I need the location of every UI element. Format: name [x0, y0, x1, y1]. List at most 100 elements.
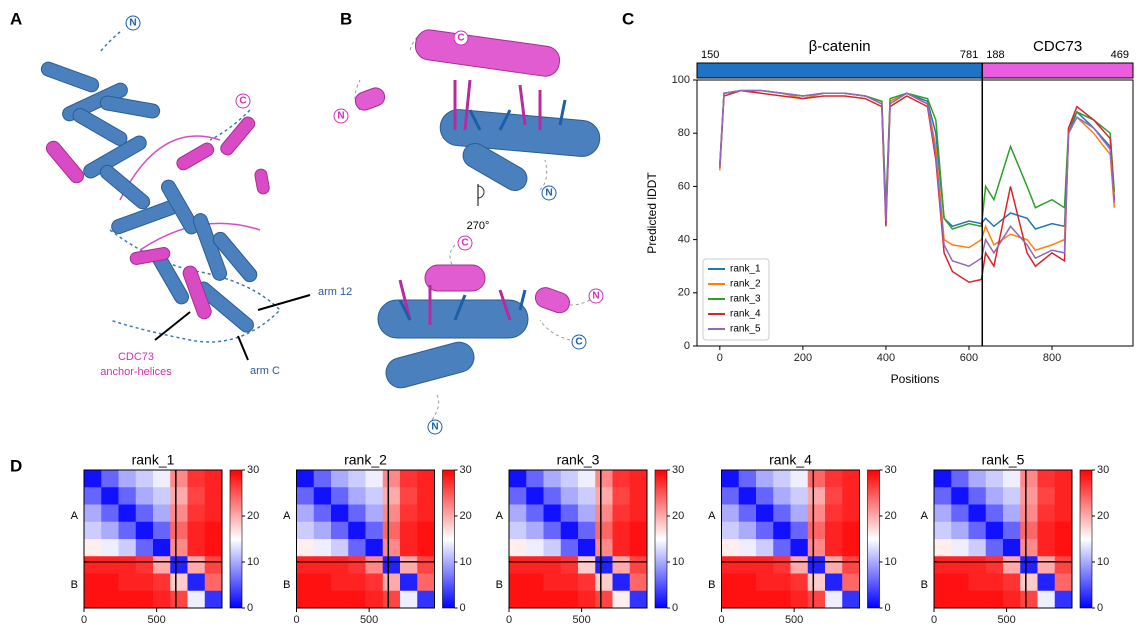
- heatmap-cell: [348, 573, 366, 592]
- heatmap-cell: [118, 573, 137, 592]
- heatmap-cell: [595, 470, 613, 488]
- heatmap-cell: [773, 556, 791, 574]
- heatmap-cell: [296, 590, 315, 609]
- heatmap-cell: [934, 504, 952, 523]
- heatmap-cell: [1020, 504, 1038, 523]
- heatmap-cell: [348, 521, 366, 540]
- heatmap-cell: [934, 470, 952, 488]
- heatmap-cell: [629, 539, 648, 557]
- heatmap-cell: [968, 539, 987, 557]
- panel-label: D: [10, 456, 22, 475]
- colorbar: [867, 469, 880, 609]
- x-tick-label: 600: [960, 352, 978, 364]
- heatmap-cell: [509, 504, 527, 523]
- heatmap-cell: [348, 487, 366, 505]
- row-group-label: B: [71, 579, 78, 591]
- colorbar-tick-label: 30: [460, 464, 472, 476]
- heatmap-cell: [313, 521, 332, 540]
- heatmap-cell: [296, 470, 315, 488]
- colorbar-tick-label: 30: [672, 464, 684, 476]
- heatmap-cell: [1020, 573, 1038, 592]
- heatmap-cell: [170, 590, 188, 609]
- colorbar: [442, 469, 455, 609]
- heatmap-cell: [985, 573, 1004, 592]
- heatmap-cell: [509, 487, 527, 505]
- legend-label: rank_3: [730, 294, 761, 305]
- heatmap-cell: [985, 556, 1004, 574]
- panel-label: C: [622, 9, 634, 28]
- domain-name: β-catenin: [809, 38, 871, 55]
- heatmap-cell: [1054, 504, 1073, 523]
- heatmap-cell: [595, 573, 613, 592]
- heatmap-cell: [721, 521, 740, 540]
- heatmap-cell: [153, 590, 171, 609]
- heatmap-cell: [985, 521, 1004, 540]
- colorbar-tick-label: 0: [885, 602, 891, 614]
- heatmap-frame: [933, 469, 1073, 609]
- heatmap-cell: [526, 573, 544, 592]
- plot-area: [696, 79, 1134, 347]
- x-tick-label: 0: [717, 352, 723, 364]
- heatmap-cell: [543, 590, 562, 609]
- heatmap-cell: [1003, 487, 1021, 505]
- heatmap-cell: [365, 487, 384, 505]
- heatmap-cell: [84, 521, 102, 540]
- heatmap-cell: [934, 573, 952, 592]
- heatmap-cell: [170, 539, 188, 557]
- heatmap-cell: [417, 590, 435, 609]
- heatmap-cell: [825, 556, 843, 574]
- heatmap-cell: [382, 470, 401, 488]
- heatmap-cell: [790, 504, 809, 523]
- x-axis-label: Positions: [891, 372, 940, 386]
- heatmap-cell: [135, 504, 154, 523]
- x-tick-label: 0: [718, 614, 724, 626]
- heatmap-cell: [560, 556, 579, 574]
- heatmap-cell: [934, 521, 952, 540]
- heatmap-cell: [296, 504, 315, 523]
- heatmap-cell: [331, 539, 349, 557]
- heatmap-cell: [985, 487, 1004, 505]
- colorbar-tick-label: 0: [672, 602, 678, 614]
- heatmap-cell: [417, 487, 435, 505]
- heatmap-cell: [1020, 521, 1038, 540]
- heatmap-cell: [756, 590, 774, 609]
- x-tick-label: 200: [794, 352, 812, 364]
- heatmap-cell: [560, 521, 579, 540]
- domain-end: 469: [1111, 49, 1129, 61]
- heatmap-cell: [382, 487, 401, 505]
- heatmap-cell: [313, 539, 332, 557]
- heatmap-cell: [738, 539, 757, 557]
- heatmap-cell: [101, 539, 119, 557]
- heatmap-cell: [526, 521, 544, 540]
- colorbar-tick-label: 20: [460, 510, 472, 522]
- x-tick-label: 500: [147, 614, 165, 626]
- heatmap-cell: [135, 573, 154, 592]
- heatmap-cell: [170, 521, 188, 540]
- terminus-label: N: [431, 422, 438, 433]
- heatmap-cell: [400, 521, 418, 540]
- heatmap-cell: [365, 521, 384, 540]
- heatmap-cell: [400, 556, 418, 574]
- row-group-label: B: [921, 579, 928, 591]
- heatmap-cell: [595, 504, 613, 523]
- row-group-label: A: [496, 510, 504, 522]
- heatmap-cell: [348, 504, 366, 523]
- heatmap-cell: [296, 573, 315, 592]
- heatmap-cell: [101, 504, 119, 523]
- heatmap-cell: [738, 470, 757, 488]
- heatmap-cell: [738, 521, 757, 540]
- heatmap-cell: [756, 573, 774, 592]
- heatmap-cell: [400, 470, 418, 488]
- heatmap-cell: [417, 470, 435, 488]
- heatmap-cell: [629, 470, 648, 488]
- heatmap-cell: [721, 556, 740, 574]
- terminus-label: N: [129, 18, 136, 29]
- heatmap-cell: [204, 573, 223, 592]
- heatmap-cell: [756, 487, 774, 505]
- heatmap-cell: [738, 504, 757, 523]
- heatmap-cell: [509, 573, 527, 592]
- terminus-label: C: [575, 337, 582, 348]
- heatmap-cell: [825, 504, 843, 523]
- heatmap-cell: [118, 521, 137, 540]
- heatmap-cell: [543, 556, 562, 574]
